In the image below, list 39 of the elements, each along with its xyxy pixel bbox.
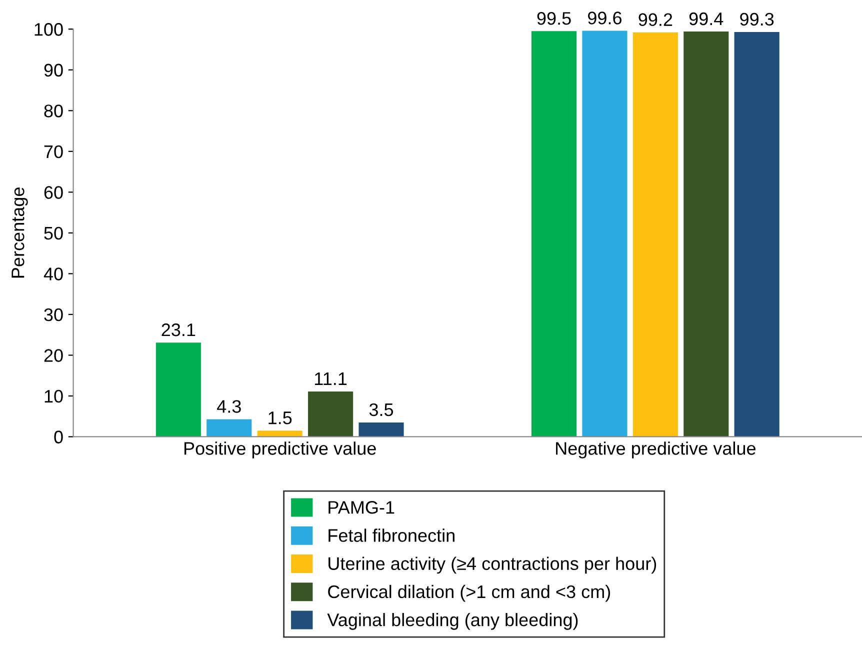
bar (257, 430, 302, 437)
y-tick-label: 60 (44, 186, 63, 199)
data-label: 99.3 (740, 12, 774, 26)
data-label: 4.3 (217, 400, 241, 413)
bar (156, 342, 201, 437)
legend-label: Vaginal bleeding (any bleeding) (327, 613, 578, 630)
legend-label: Cervical dilation (>1 cm and <3 cm) (328, 584, 610, 602)
data-label: 1.5 (268, 412, 292, 424)
data-label: 99.6 (588, 12, 622, 24)
legend-label: Uterine activity (≥4 contractions per hour) (328, 556, 656, 574)
x-tick-label: Negative predictive value (556, 442, 756, 458)
y-axis-title: Percentage (12, 188, 28, 278)
y-tick-label: 50 (44, 226, 63, 240)
bar (206, 419, 252, 437)
y-tick-label: 40 (44, 268, 63, 280)
legend-label: PAMG-1 (328, 501, 394, 514)
bar (684, 32, 729, 437)
bar (582, 30, 628, 437)
data-label: 11.1 (315, 372, 347, 385)
y-tick-label: 90 (44, 64, 63, 77)
data-label: 99.5 (537, 12, 571, 25)
y-tick-label: 30 (44, 308, 63, 322)
y-tick-label: 80 (44, 104, 63, 118)
bar (358, 422, 404, 437)
y-tick-label: 0 (54, 430, 63, 444)
y-tick-label: 100 (34, 23, 63, 36)
data-label: 99.4 (689, 12, 724, 26)
x-tick-label: Positive predictive value (184, 442, 376, 458)
data-label: 23.1 (162, 323, 196, 336)
data-label: 99.2 (638, 13, 672, 26)
legend-label: Fetal fibronectin (328, 528, 454, 542)
data-label: 3.5 (369, 403, 394, 416)
bar (531, 31, 577, 437)
y-tick-label: 20 (44, 349, 63, 362)
bar (308, 391, 354, 437)
bar (734, 32, 780, 437)
y-tick-label: 70 (44, 145, 63, 158)
bar (632, 32, 678, 437)
y-tick-label: 10 (44, 390, 63, 403)
